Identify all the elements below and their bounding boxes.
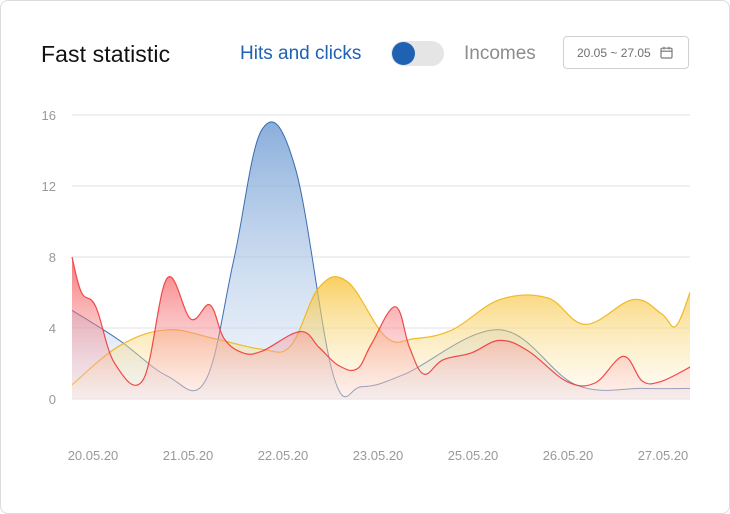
x-tick-label: 21.05.20 xyxy=(163,448,214,463)
y-tick-label: 8 xyxy=(49,250,56,265)
date-range-text: 20.05 ~ 27.05 xyxy=(577,45,651,60)
calendar-icon xyxy=(660,46,673,59)
incomes-label[interactable]: Incomes xyxy=(464,43,536,64)
date-range-picker[interactable]: 20.05 ~ 27.05 xyxy=(563,36,689,69)
x-tick-label: 22.05.20 xyxy=(258,448,309,463)
x-tick-label: 27.05.20 xyxy=(638,448,689,463)
y-tick-label: 4 xyxy=(49,321,56,336)
red-series-line xyxy=(71,256,691,387)
x-tick-label: 25.05.20 xyxy=(448,448,499,463)
red-series-area xyxy=(72,257,690,399)
y-tick-label: 0 xyxy=(49,392,56,407)
blue-series-area xyxy=(72,121,690,400)
hits-and-clicks-label[interactable]: Hits and clicks xyxy=(240,43,362,64)
y-tick-label: 16 xyxy=(42,108,56,123)
x-tick-label: 20.05.20 xyxy=(68,448,119,463)
metric-toggle[interactable] xyxy=(391,41,444,66)
x-tick-label: 26.05.20 xyxy=(543,448,594,463)
x-tick-label: 23.05.20 xyxy=(353,448,404,463)
card-title: Fast statistic xyxy=(41,41,171,67)
toggle-knob xyxy=(392,42,415,65)
y-tick-label: 12 xyxy=(42,179,56,194)
